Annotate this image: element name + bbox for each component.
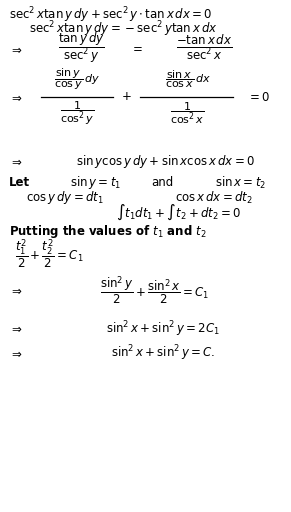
Text: $\dfrac{1}{\cos^2 x}$: $\dfrac{1}{\cos^2 x}$ (171, 101, 205, 126)
Text: $\sin x = t_2$: $\sin x = t_2$ (215, 175, 267, 191)
Text: $\dfrac{-\tan x\, dx}{\sec^2 x}$: $\dfrac{-\tan x\, dx}{\sec^2 x}$ (175, 33, 232, 61)
Text: $\dfrac{\sin x}{\cos x}\, dx$: $\dfrac{\sin x}{\cos x}\, dx$ (165, 69, 211, 90)
Text: $\dfrac{1}{\cos^2 y}$: $\dfrac{1}{\cos^2 y}$ (60, 100, 94, 127)
Text: $\dfrac{t_1^2}{2} + \dfrac{t_2^2}{2} = C_1$: $\dfrac{t_1^2}{2} + \dfrac{t_2^2}{2} = C… (15, 237, 83, 270)
Text: $\sin^2 x + \sin^2 y = 2C_1$: $\sin^2 x + \sin^2 y = 2C_1$ (106, 319, 220, 338)
Text: $\Rightarrow$: $\Rightarrow$ (9, 42, 22, 56)
Text: $\dfrac{\tan y\, dy}{\sec^2 y}$: $\dfrac{\tan y\, dy}{\sec^2 y}$ (58, 30, 105, 65)
Text: $\Rightarrow$: $\Rightarrow$ (9, 91, 22, 104)
Text: $+$: $+$ (121, 90, 132, 103)
Text: and: and (151, 176, 173, 189)
Text: $\sin y \cos y\, dy + \sin x \cos x\, dx = 0$: $\sin y \cos y\, dy + \sin x \cos x\, dx… (77, 153, 255, 170)
Text: $\Rightarrow$: $\Rightarrow$ (9, 322, 22, 335)
Text: Putting the values of $t_1$ and $t_2$: Putting the values of $t_1$ and $t_2$ (9, 223, 206, 240)
Text: $\dfrac{\sin y}{\cos y}\, dy$: $\dfrac{\sin y}{\cos y}\, dy$ (54, 67, 100, 92)
Text: $\sec^2 x \tan y\, dy = -\sec^2 y \tan x\, dx$: $\sec^2 x \tan y\, dy = -\sec^2 y \tan x… (29, 20, 218, 39)
Text: $\dfrac{\sin^2 y}{2} + \dfrac{\sin^2 x}{2} = C_1$: $\dfrac{\sin^2 y}{2} + \dfrac{\sin^2 x}{… (100, 274, 209, 307)
Text: $\sin^2 x + \sin^2 y = C.$: $\sin^2 x + \sin^2 y = C.$ (111, 344, 215, 363)
Text: $\sec^2 x \tan y\, dy + \sec^2 y \cdot \tan x\, dx = 0$: $\sec^2 x \tan y\, dy + \sec^2 y \cdot \… (9, 6, 212, 25)
Text: $\cos x\, dx = dt_2$: $\cos x\, dx = dt_2$ (175, 189, 253, 206)
Text: $\Rightarrow$: $\Rightarrow$ (9, 347, 22, 360)
Text: $=$: $=$ (130, 40, 143, 54)
Text: $\int t_1 dt_1 + \int t_2 + dt_2 = 0$: $\int t_1 dt_1 + \int t_2 + dt_2 = 0$ (116, 203, 241, 222)
Text: $\Rightarrow$: $\Rightarrow$ (9, 155, 22, 168)
Text: $\sin y = t_1$: $\sin y = t_1$ (70, 174, 121, 191)
Text: $\cos y\, dy = dt_1$: $\cos y\, dy = dt_1$ (26, 189, 104, 206)
Text: $\Rightarrow$: $\Rightarrow$ (9, 284, 22, 297)
Text: Let: Let (9, 176, 30, 189)
Text: $= 0$: $= 0$ (247, 91, 271, 104)
